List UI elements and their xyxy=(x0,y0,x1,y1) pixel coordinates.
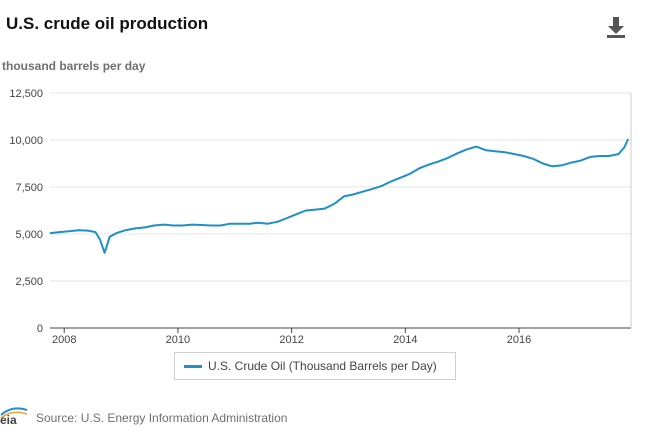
x-tick-label: 2010 xyxy=(166,334,190,346)
y-tick-label: 12,500 xyxy=(9,88,43,100)
unit-label: thousand barrels per day xyxy=(2,59,146,73)
legend-swatch xyxy=(184,365,202,368)
chart-title: U.S. crude oil production xyxy=(6,14,209,33)
x-tick-label: 2016 xyxy=(507,334,531,346)
grid-lines xyxy=(50,92,631,282)
download-icon[interactable] xyxy=(605,16,627,40)
logo-text: eia xyxy=(0,413,17,425)
axes xyxy=(50,93,632,333)
series-line-us-crude-oil xyxy=(49,138,630,254)
y-tick-labels: 0 2,500 5,000 7,500 10,000 12,500 xyxy=(9,88,43,335)
y-tick-label: 2,500 xyxy=(15,276,43,288)
x-tick-label: 2014 xyxy=(393,334,417,346)
y-tick-label: 5,000 xyxy=(15,229,43,241)
legend[interactable]: U.S. Crude Oil (Thousand Barrels per Day… xyxy=(174,352,456,380)
x-tick-label: 2008 xyxy=(52,334,76,346)
source-note: Source: U.S. Energy Information Administ… xyxy=(36,411,288,425)
x-tick-labels: 2008 2010 2012 2014 2016 xyxy=(52,334,531,346)
x-tick-label: 2012 xyxy=(279,334,303,346)
y-tick-label: 0 xyxy=(37,323,43,335)
download-icon-glyph xyxy=(607,17,625,38)
y-tick-label: 7,500 xyxy=(15,182,43,194)
legend-label: U.S. Crude Oil (Thousand Barrels per Day… xyxy=(208,359,437,373)
eia-logo: eia xyxy=(0,403,28,427)
y-tick-label: 10,000 xyxy=(9,135,43,147)
series-lines xyxy=(49,138,630,254)
